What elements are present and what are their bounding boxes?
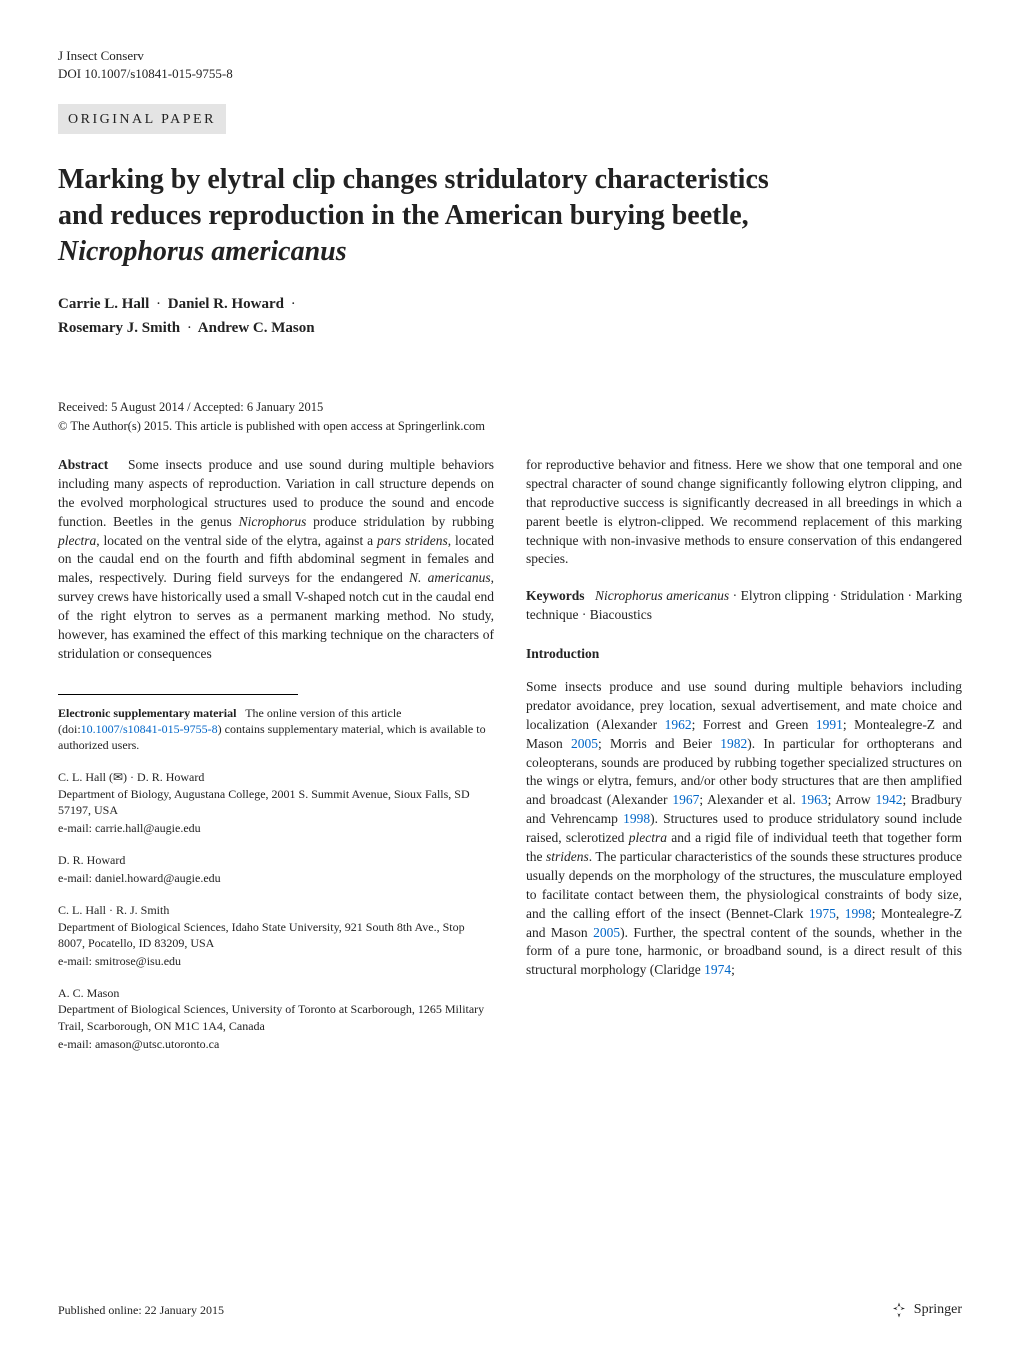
affil-email: e-mail: amason@utsc.utoronto.ca [58,1036,494,1052]
journal-name: J Insect Conserv [58,48,962,64]
title-line2: and reduces reproduction in the American… [58,200,749,231]
publisher-logo: Springer [890,1301,962,1319]
doi-line: DOI 10.1007/s10841-015-9755-8 [58,66,962,82]
affil-address: Department of Biological Sciences, Idaho… [58,919,494,951]
title-species: Nicrophorus americanus [58,236,347,267]
paper-title: Marking by elytral clip changes stridula… [58,162,962,269]
author-1: Carrie L. Hall [58,296,149,312]
esm-rule [58,694,298,695]
author-sep: · [288,296,299,312]
received-date: Received: 5 August 2014 [58,400,184,414]
abstract-label: Abstract [58,457,108,472]
author-4: Andrew C. Mason [198,320,315,336]
paper-type-wrap: ORIGINAL PAPER [58,104,226,134]
affil-names: C. L. Hall (✉) · D. R. Howard [58,769,494,785]
esm-block: Electronic supplementary material The on… [58,705,494,754]
introduction-heading: Introduction [526,645,962,664]
affiliation-2: D. R. Howard e-mail: daniel.howard@augie… [58,852,494,886]
footer: Published online: 22 January 2015 Spring… [58,1301,962,1319]
affiliation-4: A. C. Mason Department of Biological Sci… [58,985,494,1052]
author-sep: · [184,320,195,336]
abstract-left-text: Some insects produce and use sound durin… [58,457,494,661]
affil-email: e-mail: smitrose@isu.edu [58,953,494,969]
author-list: Carrie L. Hall · Daniel R. Howard · Rose… [58,293,962,340]
publisher-name: Springer [914,1302,962,1318]
copyright-line: © The Author(s) 2015. This article is pu… [58,419,962,434]
accepted-date: Accepted: 6 January 2015 [193,400,323,414]
title-line1: Marking by elytral clip changes stridula… [58,164,769,195]
affil-email: e-mail: daniel.howard@augie.edu [58,870,494,886]
two-column-layout: Abstract Some insects produce and use so… [58,456,962,1052]
abstract-right-text: for reproductive behavior and fitness. H… [526,456,962,569]
keywords-paragraph: Keywords Nicrophorus americanus · Elytro… [526,587,962,625]
affiliation-1: C. L. Hall (✉) · D. R. Howard Department… [58,769,494,836]
author-2: Daniel R. Howard [168,296,284,312]
keywords-label: Keywords [526,588,585,603]
affil-names: A. C. Mason [58,985,494,1001]
dates-line: Received: 5 August 2014 / Accepted: 6 Ja… [58,400,962,415]
left-column: Abstract Some insects produce and use so… [58,456,494,1052]
abstract-paragraph: Abstract Some insects produce and use so… [58,456,494,664]
introduction-body: Some insects produce and use sound durin… [526,678,962,980]
springer-icon [890,1301,908,1319]
published-online: Published online: 22 January 2015 [58,1303,224,1318]
author-sep: · [153,296,164,312]
affil-names: D. R. Howard [58,852,494,868]
affil-address: Department of Biology, Augustana College… [58,786,494,818]
keywords-text: Nicrophorus americanus · Elytron clippin… [526,588,962,622]
affil-names: C. L. Hall · R. J. Smith [58,902,494,918]
author-3: Rosemary J. Smith [58,320,180,336]
right-column: for reproductive behavior and fitness. H… [526,456,962,1052]
esm-label: Electronic supplementary material [58,706,236,720]
esm-doi-link[interactable]: 10.1007/s10841-015-9755-8 [81,722,218,736]
affil-address: Department of Biological Sciences, Unive… [58,1001,494,1033]
paper-type: ORIGINAL PAPER [68,112,216,127]
affiliation-3: C. L. Hall · R. J. Smith Department of B… [58,902,494,969]
affil-email: e-mail: carrie.hall@augie.edu [58,820,494,836]
